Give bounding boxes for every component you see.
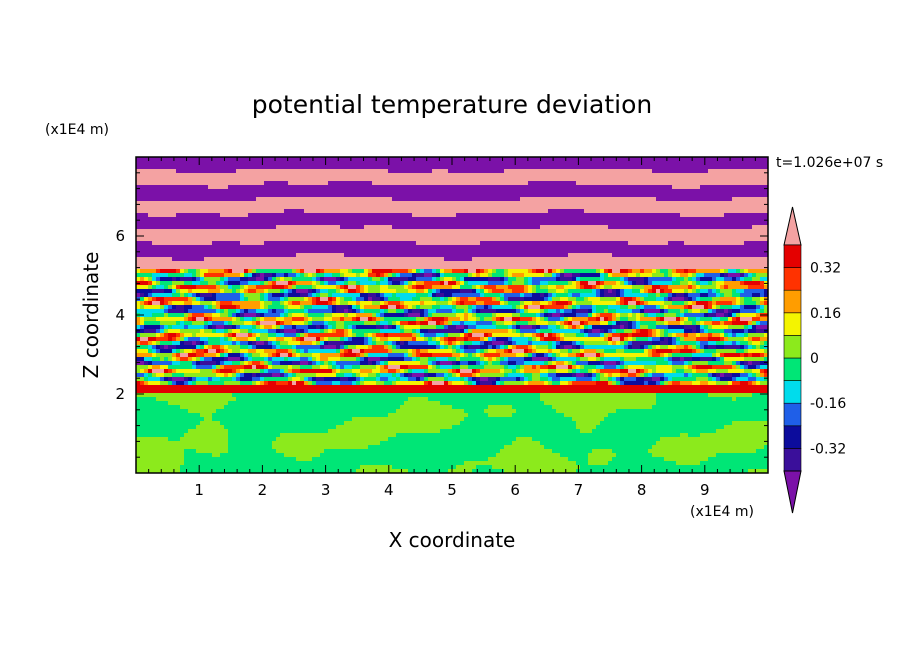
colorbar-segment: [783, 448, 802, 472]
colorbar: 0.32 0.16 0 -0.16 -0.32: [783, 206, 846, 514]
x-tick-label: 5: [447, 481, 457, 499]
x-tick-label: 3: [321, 481, 331, 499]
x-tick-label: 4: [384, 481, 394, 499]
colorbar-label: 0.16: [810, 306, 841, 322]
chart-title: potential temperature deviation: [252, 90, 652, 119]
x-tick-label: 6: [510, 481, 520, 499]
time-label: t=1.026e+07 s: [776, 155, 883, 171]
y-tick-label: 6: [115, 227, 125, 245]
colorbar-segment: [783, 312, 802, 336]
x-tick-label: 1: [194, 481, 204, 499]
colorbar-label: -0.32: [810, 441, 846, 457]
colorbar-segment: [783, 267, 802, 291]
x-axis-title: X coordinate: [389, 528, 516, 552]
colorbar-label: 0: [810, 351, 819, 367]
y-unit-label: (x1E4 m): [45, 122, 109, 138]
x-unit-label: (x1E4 m): [690, 504, 754, 520]
contour-field: [136, 157, 768, 473]
colorbar-segment: [783, 335, 802, 359]
x-axis: 1 2 3 4 5 6 7 8 9: [135, 157, 769, 499]
y-tick-label: 2: [115, 385, 125, 403]
colorbar-extend-high: [783, 206, 802, 246]
colorbar-segment: [783, 289, 802, 314]
x-tick-label: 2: [258, 481, 268, 499]
colorbar-extend-low: [783, 470, 802, 514]
x-tick-label: 7: [574, 481, 584, 499]
y-tick-label: 4: [115, 306, 125, 324]
colorbar-label: -0.16: [810, 396, 846, 412]
x-tick-label: 9: [700, 481, 710, 499]
x-tick-label: 8: [637, 481, 647, 499]
colorbar-label: 0.32: [810, 261, 841, 277]
colorbar-segment: [783, 380, 802, 404]
colorbar-segment: [783, 244, 802, 268]
y-axis-title: Z coordinate: [79, 252, 103, 379]
colorbar-segment: [783, 425, 802, 449]
y-axis: 2 4 6: [115, 156, 768, 474]
colorbar-segment: [783, 402, 802, 427]
colorbar-segment: [783, 357, 802, 381]
